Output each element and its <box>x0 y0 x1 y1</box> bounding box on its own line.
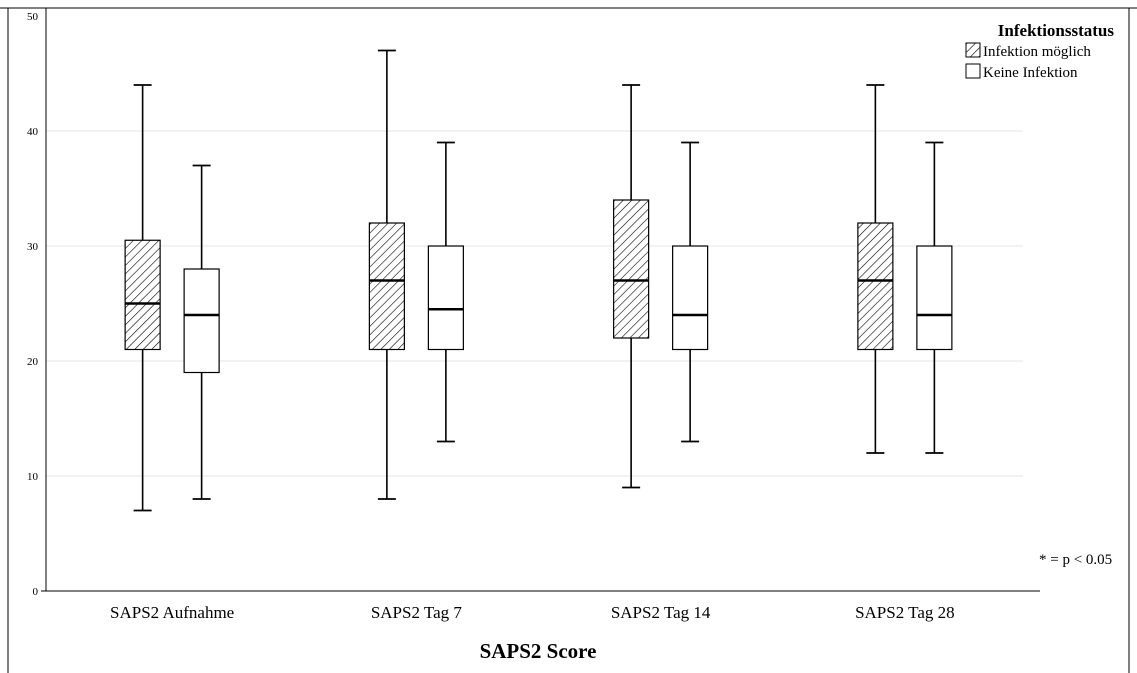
significance-annotation: * = p < 0.05 <box>1039 552 1112 568</box>
box-iqr <box>857 222 894 351</box>
box-infektion-moeglich-4 <box>857 84 894 454</box>
x-tick-label-3: SAPS2 Tag 14 <box>611 603 711 622</box>
box-iqr <box>427 245 464 351</box>
box-keine-infektion-1 <box>183 164 220 500</box>
box-infektion-moeglich-2 <box>368 49 405 500</box>
y-tick-label-50: 50 <box>27 11 39 23</box>
legend-title: Infektionsstatus <box>998 21 1115 40</box>
y-tick-label-30: 30 <box>27 241 39 253</box>
y-tick-label-20: 20 <box>27 356 39 368</box>
box-iqr <box>916 245 953 351</box>
box-infektion-moeglich-1 <box>124 84 161 512</box>
x-tick-label-4: SAPS2 Tag 28 <box>855 603 955 622</box>
axes <box>0 7 1137 673</box>
y-tick-label-40: 40 <box>27 126 39 138</box>
y-tick-label-10: 10 <box>27 471 39 483</box>
legend-entry-keine-infektion: Keine Infektion <box>983 65 1078 81</box>
y-tick-label-0: 0 <box>33 586 39 598</box>
labels: 0 10 20 30 40 50 SAPS2 Aufnahme SAPS2 Tag 7 SAPS… <box>27 11 955 622</box>
box-iqr <box>124 239 161 351</box>
box-keine-infektion-4 <box>916 141 953 454</box>
x-axis-title: SAPS2 Score <box>480 639 597 663</box>
box-infektion-moeglich-3 <box>613 84 650 489</box>
legend-swatch-plain <box>965 63 981 79</box>
box-iqr <box>183 268 220 374</box>
box-iqr <box>672 245 709 351</box>
boxes <box>124 49 953 512</box>
x-tick-label-1: SAPS2 Aufnahme <box>110 603 234 622</box>
legend: Infektionsstatus Infektion möglich Keine… <box>965 21 1115 81</box>
box-iqr <box>368 222 405 351</box>
legend-entry-infektion-moeglich: Infektion möglich <box>983 44 1091 60</box>
box-keine-infektion-2 <box>427 141 464 443</box>
box-keine-infektion-3 <box>672 141 709 443</box>
x-tick-label-2: SAPS2 Tag 7 <box>371 603 463 622</box>
legend-swatch-hatched <box>965 42 981 58</box>
box-iqr <box>613 199 650 339</box>
